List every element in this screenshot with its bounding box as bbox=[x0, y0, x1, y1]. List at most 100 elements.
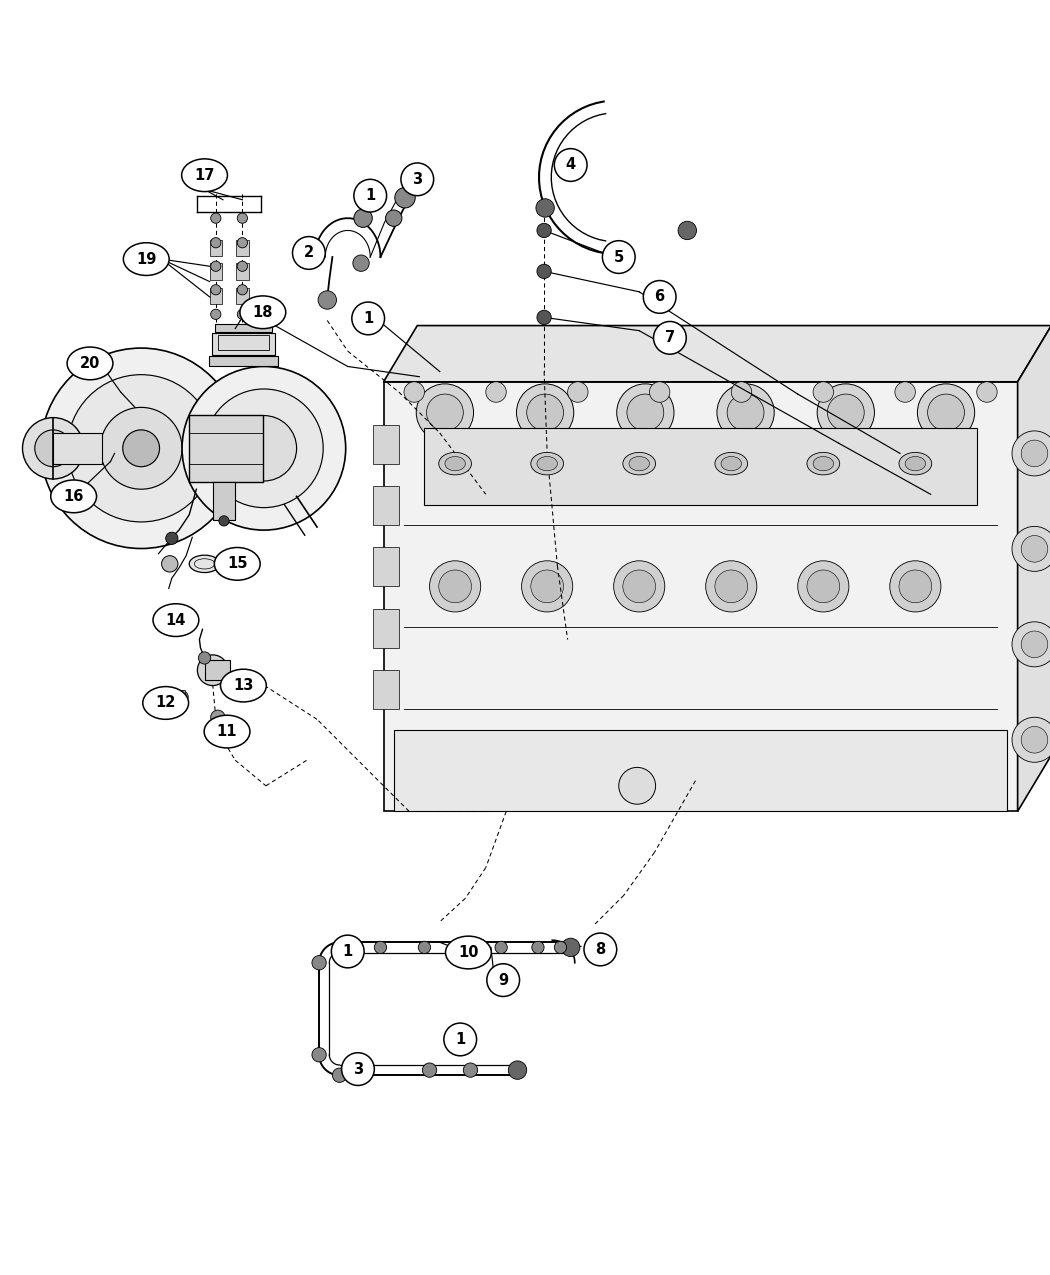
Text: 15: 15 bbox=[227, 556, 248, 571]
Ellipse shape bbox=[204, 715, 250, 748]
Text: 10: 10 bbox=[458, 945, 479, 960]
Circle shape bbox=[237, 213, 248, 223]
Text: 17: 17 bbox=[194, 168, 215, 182]
Text: 12: 12 bbox=[155, 695, 175, 710]
Circle shape bbox=[237, 310, 248, 320]
Circle shape bbox=[927, 394, 965, 431]
Circle shape bbox=[1012, 622, 1050, 667]
Ellipse shape bbox=[721, 456, 741, 470]
Ellipse shape bbox=[189, 555, 219, 572]
Circle shape bbox=[623, 570, 655, 603]
Text: 2: 2 bbox=[303, 246, 314, 260]
Circle shape bbox=[899, 570, 931, 603]
Circle shape bbox=[522, 561, 572, 612]
Ellipse shape bbox=[899, 453, 931, 474]
Circle shape bbox=[218, 516, 229, 527]
Polygon shape bbox=[1017, 325, 1050, 811]
Circle shape bbox=[100, 408, 182, 490]
Circle shape bbox=[798, 561, 848, 612]
Circle shape bbox=[333, 1068, 347, 1082]
Circle shape bbox=[715, 570, 748, 603]
Ellipse shape bbox=[905, 456, 926, 470]
Text: 1: 1 bbox=[365, 189, 375, 203]
Circle shape bbox=[354, 209, 373, 227]
Ellipse shape bbox=[143, 687, 189, 719]
Ellipse shape bbox=[813, 456, 834, 470]
Circle shape bbox=[353, 255, 370, 272]
Bar bbox=[215, 324, 272, 332]
Bar bbox=[236, 263, 249, 279]
Circle shape bbox=[395, 187, 415, 208]
Circle shape bbox=[517, 384, 573, 441]
Circle shape bbox=[198, 652, 211, 664]
Circle shape bbox=[531, 570, 564, 603]
Ellipse shape bbox=[182, 159, 228, 191]
Circle shape bbox=[1022, 631, 1048, 658]
Circle shape bbox=[453, 941, 464, 954]
Text: 9: 9 bbox=[498, 973, 508, 988]
Circle shape bbox=[211, 237, 220, 247]
Circle shape bbox=[554, 149, 587, 181]
Bar bbox=[236, 288, 249, 303]
Text: 5: 5 bbox=[613, 250, 624, 264]
Bar bbox=[210, 288, 222, 303]
Circle shape bbox=[918, 384, 974, 441]
Circle shape bbox=[731, 381, 752, 403]
Bar bbox=[213, 482, 235, 520]
Bar bbox=[374, 671, 399, 709]
Circle shape bbox=[463, 1063, 478, 1077]
Circle shape bbox=[536, 199, 554, 217]
Circle shape bbox=[211, 213, 220, 223]
Circle shape bbox=[123, 430, 160, 467]
Bar bbox=[217, 335, 269, 351]
Circle shape bbox=[487, 964, 520, 997]
Circle shape bbox=[211, 261, 220, 272]
Circle shape bbox=[176, 691, 188, 703]
Bar bbox=[178, 690, 185, 703]
Circle shape bbox=[350, 941, 362, 954]
Bar bbox=[394, 729, 1007, 811]
Circle shape bbox=[813, 381, 834, 403]
Circle shape bbox=[439, 570, 471, 603]
Bar bbox=[424, 428, 977, 505]
Circle shape bbox=[678, 222, 696, 240]
Text: 1: 1 bbox=[342, 944, 353, 959]
Text: 6: 6 bbox=[654, 289, 665, 305]
Text: 18: 18 bbox=[253, 305, 273, 320]
Ellipse shape bbox=[445, 936, 491, 969]
Text: 19: 19 bbox=[136, 251, 156, 266]
Circle shape bbox=[616, 384, 674, 441]
Circle shape bbox=[41, 348, 242, 548]
Text: 8: 8 bbox=[595, 942, 606, 958]
Circle shape bbox=[426, 394, 463, 431]
Text: 16: 16 bbox=[63, 488, 84, 504]
Ellipse shape bbox=[220, 669, 267, 703]
Bar bbox=[374, 425, 399, 464]
Bar bbox=[374, 609, 399, 648]
Circle shape bbox=[237, 237, 248, 247]
Circle shape bbox=[318, 291, 336, 310]
Polygon shape bbox=[383, 381, 1017, 811]
Circle shape bbox=[495, 941, 507, 954]
Bar bbox=[209, 356, 278, 366]
Circle shape bbox=[312, 1048, 327, 1062]
Circle shape bbox=[211, 710, 225, 724]
Circle shape bbox=[429, 561, 481, 612]
Circle shape bbox=[35, 430, 71, 467]
Circle shape bbox=[537, 223, 551, 237]
Circle shape bbox=[584, 933, 616, 965]
Text: 1: 1 bbox=[363, 311, 374, 326]
Text: 3: 3 bbox=[413, 172, 422, 187]
Circle shape bbox=[237, 261, 248, 272]
Bar bbox=[236, 240, 249, 256]
Bar bbox=[189, 414, 262, 482]
Ellipse shape bbox=[537, 456, 558, 470]
Bar bbox=[210, 263, 222, 279]
Ellipse shape bbox=[629, 456, 650, 470]
Text: 4: 4 bbox=[566, 158, 575, 172]
Circle shape bbox=[889, 561, 941, 612]
Circle shape bbox=[444, 1023, 477, 1056]
Circle shape bbox=[312, 955, 327, 970]
Circle shape bbox=[374, 941, 386, 954]
Circle shape bbox=[22, 418, 84, 479]
